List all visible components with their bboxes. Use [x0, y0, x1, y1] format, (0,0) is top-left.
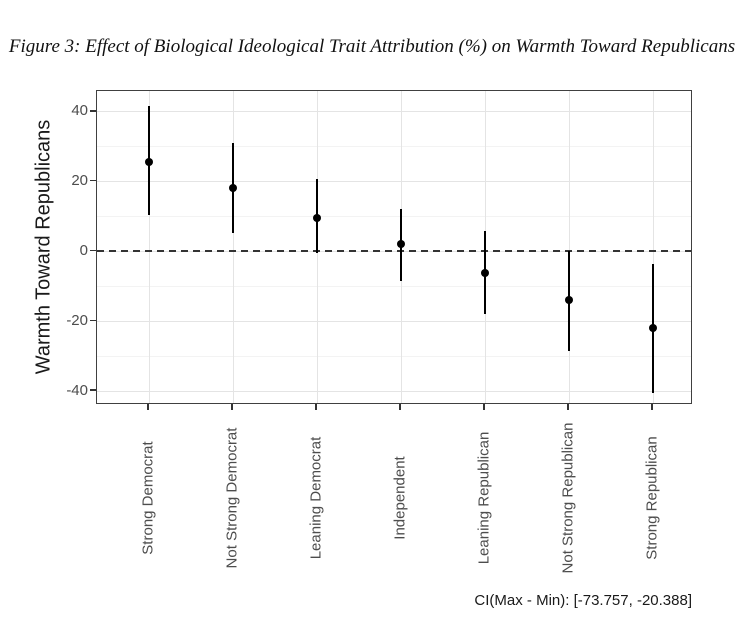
y-tick-mark: [90, 110, 96, 112]
x-gridline-major: [568, 91, 570, 403]
y-tick-mark: [90, 179, 96, 182]
x-gridline-major: [652, 91, 654, 403]
zero-reference-line: [97, 250, 691, 253]
y-gridline-minor: [97, 146, 691, 148]
point-estimate-dot: [565, 296, 573, 305]
point-estimate-dot: [145, 158, 153, 167]
figure-title: Figure 3: Effect of Biological Ideologic…: [8, 36, 736, 57]
x-tick-mark: [651, 404, 653, 410]
y-gridline-major: [97, 390, 691, 392]
y-tick-mark: [90, 249, 96, 252]
y-gridline-major: [97, 111, 691, 113]
y-tick-label: -20: [66, 311, 88, 329]
x-tick-label: Strong Republican: [643, 436, 661, 560]
x-tick-label: Leaning Democrat: [307, 436, 325, 560]
point-estimate-dot: [649, 324, 657, 333]
y-tick-label: 40: [71, 102, 88, 120]
y-tick-mark: [90, 389, 96, 391]
point-estimate-dot: [229, 183, 237, 192]
x-tick-mark: [567, 404, 569, 410]
y-tick-label: -40: [66, 381, 88, 399]
point-estimate-dot: [481, 268, 489, 277]
y-gridline-major: [97, 181, 691, 183]
x-gridline-major: [148, 91, 150, 403]
x-tick-label: Not Strong Democrat: [223, 427, 241, 569]
point-estimate-dot: [397, 239, 405, 248]
x-tick-mark: [231, 404, 233, 410]
x-tick-mark: [483, 404, 485, 410]
x-gridline-major: [232, 91, 234, 403]
x-tick-label: Leaning Republican: [475, 431, 493, 565]
x-tick-label: Strong Democrat: [139, 441, 157, 555]
x-tick-label: Independent: [391, 456, 409, 540]
plot-panel: [96, 90, 692, 404]
y-gridline-minor: [97, 216, 691, 218]
y-gridline-minor: [97, 355, 691, 357]
ci-caption: CI(Max - Min): [-73.757, -20.388]: [474, 592, 692, 609]
point-estimate-dot: [313, 213, 321, 222]
x-tick-mark: [315, 404, 317, 410]
y-gridline-minor: [97, 285, 691, 287]
x-tick-label: Not Strong Republican: [559, 422, 577, 574]
y-tick-mark: [90, 319, 96, 322]
y-gridline-major: [97, 320, 691, 322]
y-tick-label: 20: [71, 172, 88, 190]
x-tick-mark: [147, 404, 149, 410]
y-tick-label: 0: [79, 241, 88, 259]
x-tick-mark: [399, 404, 401, 410]
